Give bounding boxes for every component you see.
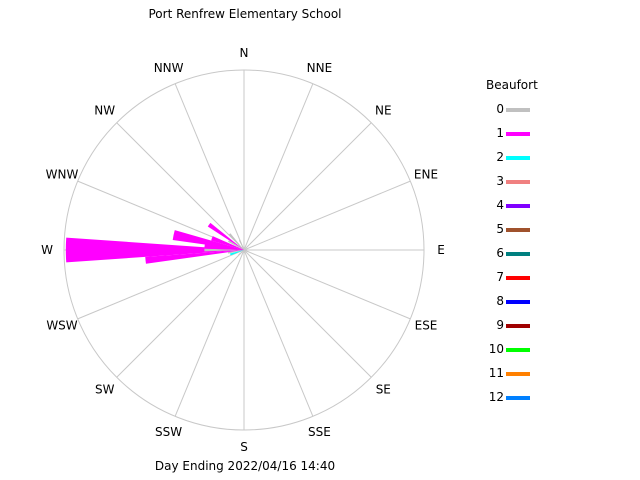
spoke-sse [243, 249, 314, 417]
spoke-nne [243, 83, 314, 251]
legend-entry-4: 4 [480, 198, 540, 214]
spoke-ssw [174, 249, 245, 417]
legend-swatch [506, 300, 530, 304]
legend-swatch [506, 132, 530, 136]
spoke-ese [243, 249, 411, 320]
legend-label: 4 [496, 198, 504, 212]
legend-swatch [506, 276, 530, 280]
legend-label: 8 [496, 294, 504, 308]
legend-label: 1 [496, 126, 504, 140]
legend-swatch [506, 156, 530, 160]
legend-label: 12 [488, 390, 504, 404]
direction-label-wnw: WNW [46, 168, 79, 182]
wind-wedge-10 [230, 250, 244, 256]
direction-label-ene: ENE [414, 168, 438, 182]
direction-label-nne: NNE [307, 61, 333, 75]
direction-label-sse: SSE [308, 425, 331, 439]
direction-label-s: S [240, 440, 248, 454]
legend-label: 10 [488, 342, 504, 356]
direction-label-ese: ESE [415, 318, 438, 332]
direction-label-sw: SW [95, 382, 115, 396]
legend-entry-9: 9 [480, 318, 540, 334]
legend-entry-12: 12 [480, 390, 540, 406]
legend-swatch [506, 396, 530, 400]
legend-label: 5 [496, 222, 504, 236]
spoke-ne [243, 122, 372, 251]
legend-entry-8: 8 [480, 294, 540, 310]
wind-wedge-9 [227, 250, 244, 254]
legend-label: 2 [496, 150, 504, 164]
legend-entry-7: 7 [480, 270, 540, 286]
wind-wedge-6 [207, 222, 244, 250]
legend-swatch [506, 252, 530, 256]
wind-wedge-5 [211, 236, 244, 250]
legend-entry-5: 5 [480, 222, 540, 238]
legend-entry-1: 1 [480, 126, 540, 142]
chart-title: Port Renfrew Elementary School [148, 7, 342, 21]
legend-swatch [506, 372, 530, 376]
direction-label-se: SE [376, 382, 391, 396]
legend-swatch [506, 204, 530, 208]
direction-label-n: N [240, 46, 249, 60]
direction-label-e: E [437, 243, 445, 257]
spoke-ene [243, 180, 411, 251]
legend-label: 11 [488, 366, 504, 380]
wind-wedge-1 [204, 248, 244, 252]
wind-wedge-0 [65, 237, 245, 263]
spoke-nnw [174, 83, 245, 251]
wind-wedge-7 [228, 233, 244, 250]
spoke-wsw [77, 249, 245, 320]
legend-entry-3: 3 [480, 174, 540, 190]
wind-wedge-11 [238, 239, 244, 250]
spoke-se [243, 249, 372, 378]
direction-label-w: W [41, 243, 53, 257]
legend-label: 3 [496, 174, 504, 188]
legend-label: 9 [496, 318, 504, 332]
legend-swatch [506, 180, 530, 184]
direction-label-nw: NW [94, 104, 115, 118]
direction-label-ssw: SSW [155, 425, 182, 439]
legend-swatch [506, 228, 530, 232]
wind-wedge-2 [145, 250, 244, 264]
legend-label: 0 [496, 102, 504, 116]
spoke-sw [116, 249, 245, 378]
wind-wedge-4 [204, 243, 244, 250]
legend-swatch [506, 324, 530, 328]
wind-wedge-8 [227, 240, 244, 250]
legend-swatch [506, 108, 530, 112]
wind-wedge-13 [238, 250, 244, 255]
direction-label-wsw: WSW [46, 318, 77, 332]
legend-entry-6: 6 [480, 246, 540, 262]
spoke-nw [116, 122, 245, 251]
direction-label-nnw: NNW [154, 61, 184, 75]
chart-footer: Day Ending 2022/04/16 14:40 [154, 459, 336, 473]
wind-wedge-3 [172, 230, 244, 250]
direction-label-ne: NE [375, 104, 392, 118]
legend-entry-2: 2 [480, 150, 540, 166]
legend-entry-11: 11 [480, 366, 540, 382]
legend-label: 6 [496, 246, 504, 260]
legend-label: 7 [496, 270, 504, 284]
legend-entry-10: 10 [480, 342, 540, 358]
legend-entry-0: 0 [480, 102, 540, 118]
legend-swatch [506, 348, 530, 352]
legend-title: Beaufort [486, 78, 538, 92]
wind-wedge-12 [244, 250, 250, 253]
